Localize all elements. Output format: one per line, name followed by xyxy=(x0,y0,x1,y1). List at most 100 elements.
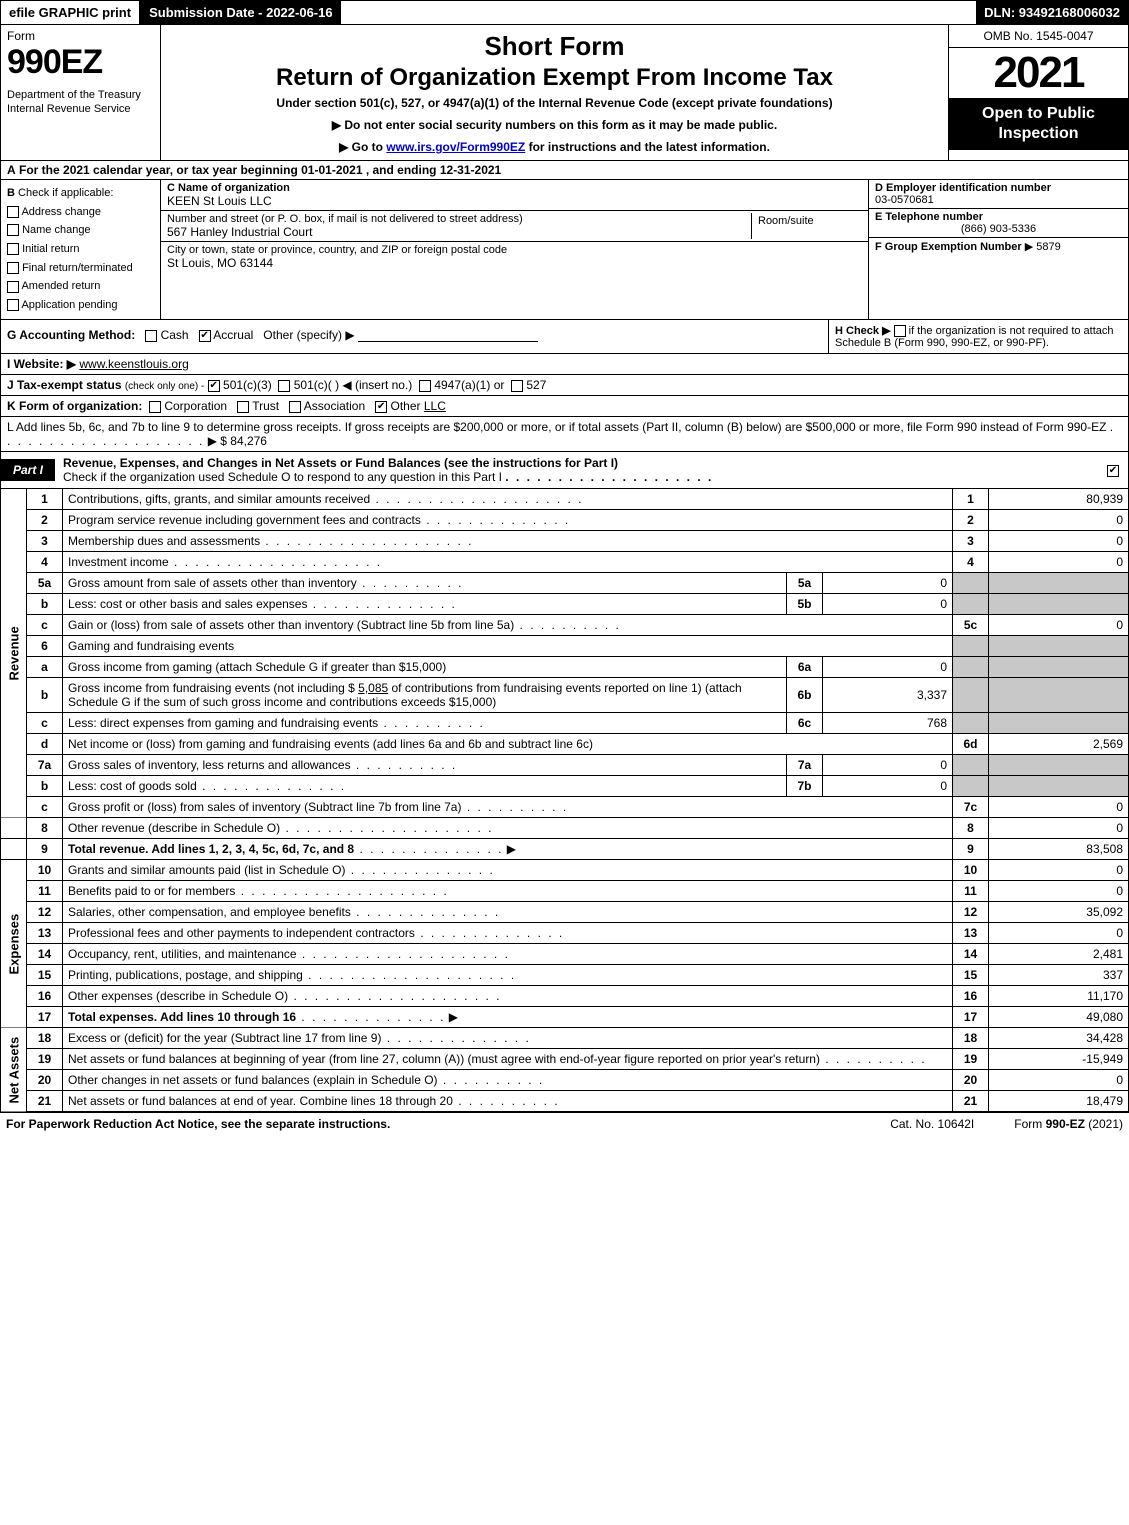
part-1-title-text: Revenue, Expenses, and Changes in Net As… xyxy=(63,456,618,470)
opt-initial-return: Initial return xyxy=(22,243,79,255)
ln-2: 2 xyxy=(27,509,63,530)
desc-6a: Gross income from gaming (attach Schedul… xyxy=(68,660,446,674)
chk-schedule-o[interactable] xyxy=(1107,465,1119,477)
irs-link[interactable]: www.irs.gov/Form990EZ xyxy=(386,140,525,154)
chk-501c3[interactable] xyxy=(208,380,220,392)
grey-amt-6c xyxy=(989,712,1129,733)
subtitle: Under section 501(c), 527, or 4947(a)(1)… xyxy=(169,96,940,110)
sub-5a: 5a xyxy=(787,572,823,593)
grey-5b xyxy=(953,593,989,614)
ln-7a: 7a xyxy=(27,754,63,775)
grey-amt-7a xyxy=(989,754,1129,775)
line-15: 15 Printing, publications, postage, and … xyxy=(1,964,1129,985)
line-5b: b Less: cost or other basis and sales ex… xyxy=(1,593,1129,614)
chk-final-return[interactable] xyxy=(7,262,19,274)
grey-6a xyxy=(953,656,989,677)
grey-amt-6 xyxy=(989,635,1129,656)
subval-5b: 0 xyxy=(823,593,953,614)
desc-9: Total revenue. Add lines 1, 2, 3, 4, 5c,… xyxy=(68,842,354,856)
col-9: 9 xyxy=(953,838,989,859)
chk-initial-return[interactable] xyxy=(7,243,19,255)
line-3: 3 Membership dues and assessments 3 0 xyxy=(1,530,1129,551)
org-name-row: C Name of organization KEEN St Louis LLC xyxy=(161,180,868,211)
part-1-header: Part I Revenue, Expenses, and Changes in… xyxy=(0,452,1129,489)
footer-right-post: (2021) xyxy=(1085,1117,1123,1131)
opt-name-change: Name change xyxy=(22,224,91,236)
chk-527[interactable] xyxy=(511,380,523,392)
opt-final-return: Final return/terminated xyxy=(22,262,133,274)
opt-accrual: Accrual xyxy=(213,328,253,342)
bullet-2-pre: ▶ Go to xyxy=(339,140,386,154)
amt-3: 0 xyxy=(989,530,1129,551)
desc-17: Total expenses. Add lines 10 through 16 xyxy=(68,1010,296,1024)
amt-17: 49,080 xyxy=(989,1006,1129,1027)
chk-assoc[interactable] xyxy=(289,401,301,413)
line-8: 8 Other revenue (describe in Schedule O)… xyxy=(1,817,1129,838)
amt-12: 35,092 xyxy=(989,901,1129,922)
sub-6b: 6b xyxy=(787,677,823,712)
line-5a: 5a Gross amount from sale of assets othe… xyxy=(1,572,1129,593)
ln-13: 13 xyxy=(27,922,63,943)
expenses-table: Expenses 10 Grants and similar amounts p… xyxy=(0,860,1129,1028)
col-11: 11 xyxy=(953,880,989,901)
sub-5b: 5b xyxy=(787,593,823,614)
line-a: A For the 2021 calendar year, or tax yea… xyxy=(0,161,1129,180)
chk-other-org[interactable] xyxy=(375,401,387,413)
subval-5a: 0 xyxy=(823,572,953,593)
ln-18: 18 xyxy=(27,1028,63,1049)
desc-8: Other revenue (describe in Schedule O) xyxy=(68,821,280,835)
page-footer: For Paperwork Reduction Act Notice, see … xyxy=(0,1112,1129,1135)
open-inspection: Open to Public Inspection xyxy=(949,98,1128,150)
tax-year: 2021 xyxy=(949,48,1128,98)
desc-5a: Gross amount from sale of assets other t… xyxy=(68,576,357,590)
desc-7c: Gross profit or (loss) from sales of inv… xyxy=(68,800,461,814)
opt-501c: 501(c)( ) ◀ (insert no.) xyxy=(294,378,413,392)
line-12: 12 Salaries, other compensation, and emp… xyxy=(1,901,1129,922)
amt-11: 0 xyxy=(989,880,1129,901)
amt-19: -15,949 xyxy=(989,1048,1129,1069)
amt-20: 0 xyxy=(989,1069,1129,1090)
col-10: 10 xyxy=(953,860,989,881)
phone-value: (866) 903-5336 xyxy=(875,223,1122,235)
chk-accrual[interactable] xyxy=(199,330,211,342)
chk-4947[interactable] xyxy=(419,380,431,392)
box-b: B Check if applicable: Address change Na… xyxy=(1,180,161,319)
ln-7b: b xyxy=(27,775,63,796)
efile-label[interactable]: efile GRAPHIC print xyxy=(1,1,141,24)
chk-name-change[interactable] xyxy=(7,224,19,236)
col-8: 8 xyxy=(953,817,989,838)
line-a-letter: A xyxy=(7,163,16,177)
part-1-title: Revenue, Expenses, and Changes in Net As… xyxy=(55,452,1098,488)
chk-schedule-b[interactable] xyxy=(894,325,906,337)
chk-amended-return[interactable] xyxy=(7,281,19,293)
footer-right-bold: 990-EZ xyxy=(1046,1117,1085,1131)
other-specify-fill[interactable] xyxy=(358,329,538,342)
col-1: 1 xyxy=(953,489,989,510)
desc-20: Other changes in net assets or fund bala… xyxy=(68,1073,438,1087)
line-4: 4 Investment income 4 0 xyxy=(1,551,1129,572)
chk-corp[interactable] xyxy=(149,401,161,413)
city-row: City or town, state or province, country… xyxy=(161,242,868,272)
short-form-title: Short Form xyxy=(169,31,940,62)
chk-cash[interactable] xyxy=(145,330,157,342)
box-h-text1: H Check ▶ xyxy=(835,325,891,337)
desc-11: Benefits paid to or for members xyxy=(68,884,235,898)
desc-19: Net assets or fund balances at beginning… xyxy=(68,1052,820,1066)
chk-address-change[interactable] xyxy=(7,206,19,218)
box-l-amount: $ 84,276 xyxy=(220,434,267,448)
chk-501c[interactable] xyxy=(278,380,290,392)
amt-18: 34,428 xyxy=(989,1028,1129,1049)
website-value[interactable]: www.keenstlouis.org xyxy=(79,357,188,371)
ln-8: 8 xyxy=(27,817,63,838)
ein-label: D Employer identification number xyxy=(875,182,1051,194)
opt-address-change: Address change xyxy=(21,206,101,218)
chk-trust[interactable] xyxy=(237,401,249,413)
col-6d: 6d xyxy=(953,733,989,754)
chk-application-pending[interactable] xyxy=(7,299,19,311)
grey-7a xyxy=(953,754,989,775)
street-row: Number and street (or P. O. box, if mail… xyxy=(161,211,868,242)
group-exemption-arrow: ▶ xyxy=(1025,241,1033,253)
bullet-2: ▶ Go to www.irs.gov/Form990EZ for instru… xyxy=(169,140,940,154)
header-left: Form 990EZ Department of the Treasury In… xyxy=(1,25,161,160)
desc-7a: Gross sales of inventory, less returns a… xyxy=(68,758,351,772)
